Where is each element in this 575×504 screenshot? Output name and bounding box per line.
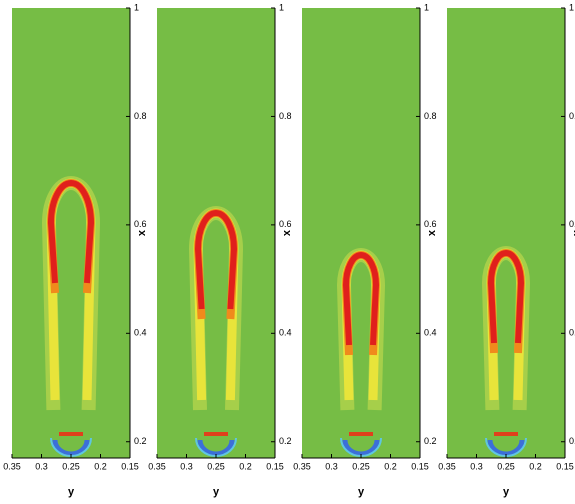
x-tick-label: 0.15 <box>556 461 574 471</box>
y-tick-label: 0.8 <box>134 111 147 121</box>
x-tick-label: 0.2 <box>239 461 252 471</box>
plume-red <box>47 180 95 284</box>
y-axis-label: x <box>571 229 575 236</box>
x-tick-label: 0.15 <box>121 461 139 471</box>
x-tick-label: 0.3 <box>35 461 48 471</box>
wall-band <box>349 432 373 436</box>
x-tick-label: 0.3 <box>470 461 483 471</box>
x-axis-label: y <box>358 486 365 498</box>
y-tick-label: 0.4 <box>424 328 437 338</box>
y-tick-label: 0.6 <box>424 219 437 229</box>
x-axis-label: y <box>213 486 220 498</box>
y-tick-label: 1 <box>134 2 139 12</box>
x-tick-label: 0.25 <box>352 461 370 471</box>
x-axis-label: y <box>68 486 75 498</box>
y-tick-label: 0.6 <box>279 219 292 229</box>
y-tick-label: 0.6 <box>134 219 147 229</box>
field-background <box>157 8 275 458</box>
plume-red <box>342 252 380 346</box>
x-tick-label: 0.3 <box>180 461 193 471</box>
plume-red <box>194 210 238 310</box>
x-tick-label: 0.15 <box>411 461 429 471</box>
y-tick-label: 0.4 <box>569 328 575 338</box>
x-tick-label: 0.35 <box>293 461 311 471</box>
panel: 0.35 0.3 0.25 0.2 0.15 0.2 0.4 0.6 0.8 1 y x <box>293 2 438 498</box>
x-tick-label: 0.2 <box>384 461 397 471</box>
y-tick-label: 0.8 <box>569 111 575 121</box>
y-axis-label: x <box>426 229 438 236</box>
x-tick-label: 0.25 <box>497 461 515 471</box>
x-axis-label: y <box>503 486 510 498</box>
y-axis-label: x <box>136 229 148 236</box>
x-tick-label: 0.15 <box>266 461 284 471</box>
y-tick-label: 0.6 <box>569 219 575 229</box>
wall-band <box>494 432 518 436</box>
y-tick-label: 1 <box>569 2 574 12</box>
x-tick-label: 0.35 <box>148 461 166 471</box>
plume-red <box>487 250 525 344</box>
y-tick-label: 0.2 <box>569 436 575 446</box>
y-tick-label: 0.2 <box>279 436 292 446</box>
y-tick-label: 1 <box>424 2 429 12</box>
y-tick-label: 0.8 <box>279 111 292 121</box>
y-tick-label: 0.4 <box>279 328 292 338</box>
field-background <box>12 8 130 458</box>
wall-band <box>204 432 228 436</box>
x-tick-label: 0.25 <box>62 461 80 471</box>
field-background <box>302 8 420 458</box>
x-tick-label: 0.35 <box>3 461 21 471</box>
wall-band <box>59 432 83 436</box>
x-tick-label: 0.25 <box>207 461 225 471</box>
y-tick-label: 0.2 <box>134 436 147 446</box>
panel: 0.35 0.3 0.25 0.2 0.15 0.2 0.4 0.6 0.8 1 y x <box>148 2 293 498</box>
panel: 0.35 0.3 0.25 0.2 0.15 0.2 0.4 0.6 0.8 1 y x <box>3 2 148 498</box>
x-tick-label: 0.2 <box>94 461 107 471</box>
y-tick-label: 0.2 <box>424 436 437 446</box>
field-background <box>447 8 565 458</box>
x-tick-label: 0.2 <box>529 461 542 471</box>
x-tick-label: 0.3 <box>325 461 338 471</box>
panel: 0.35 0.3 0.25 0.2 0.15 0.2 0.4 0.6 0.8 1 y x <box>438 2 575 498</box>
y-tick-label: 0.4 <box>134 328 147 338</box>
y-tick-label: 1 <box>279 2 284 12</box>
y-axis-label: x <box>281 229 293 236</box>
x-tick-label: 0.35 <box>438 461 456 471</box>
y-tick-label: 0.8 <box>424 111 437 121</box>
